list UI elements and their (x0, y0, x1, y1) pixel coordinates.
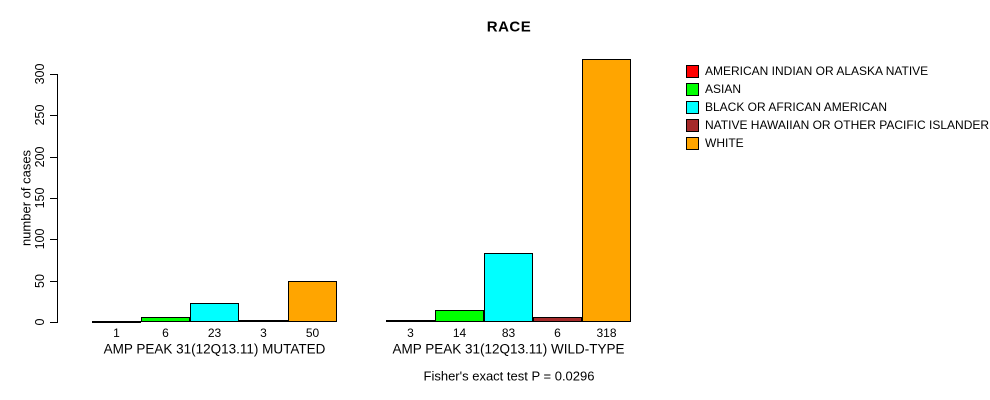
legend-label: BLACK OR AFRICAN AMERICAN (705, 100, 888, 114)
bar-value-label: 83 (501, 326, 516, 340)
legend-label: NATIVE HAWAIIAN OR OTHER PACIFIC ISLANDE… (705, 118, 990, 132)
legend-label: ASIAN (705, 82, 742, 96)
legend-label: WHITE (705, 136, 744, 150)
fisher-test-annotation: Fisher's exact test P = 0.0296 (423, 368, 595, 384)
chart-title: RACE (486, 18, 532, 36)
bar-american-indian-or-alaska-native (386, 320, 435, 322)
y-tick-label: 250 (33, 104, 47, 126)
bar-white (288, 281, 337, 322)
group-label: AMP PEAK 31(12Q13.11) MUTATED (103, 341, 326, 357)
y-tick-mark (50, 239, 57, 240)
legend-label: AMERICAN INDIAN OR ALASKA NATIVE (705, 64, 929, 78)
bar-value-label: 50 (305, 326, 320, 340)
y-axis-line (57, 74, 58, 323)
legend-item: BLACK OR AFRICAN AMERICAN (686, 100, 887, 114)
bar-value-label: 23 (207, 326, 222, 340)
y-tick-mark (50, 157, 57, 158)
bar-value-label: 14 (452, 326, 467, 340)
bar-value-label: 6 (162, 326, 169, 340)
bar-native-hawaiian-or-other-pacific-islander (239, 320, 288, 322)
bar-value-label: 6 (554, 326, 561, 340)
y-tick-mark (50, 115, 57, 116)
legend-swatch (686, 118, 699, 132)
y-tick-label: 0 (33, 318, 47, 326)
y-tick-mark (50, 74, 57, 75)
bar-value-label: 318 (596, 326, 617, 340)
bar-value-label: 1 (113, 326, 120, 340)
bar-american-indian-or-alaska-native (92, 321, 141, 323)
legend-swatch (686, 100, 699, 114)
legend-item: AMERICAN INDIAN OR ALASKA NATIVE (686, 64, 928, 78)
y-tick-label: 200 (33, 146, 47, 168)
bar-value-label: 3 (407, 326, 414, 340)
y-tick-mark (50, 322, 57, 323)
y-axis-label: number of cases (18, 149, 34, 247)
legend-swatch (686, 64, 699, 78)
bar-white (582, 59, 631, 322)
bar-asian (435, 310, 484, 322)
group-label: AMP PEAK 31(12Q13.11) WILD-TYPE (392, 341, 625, 357)
legend-item: WHITE (686, 136, 744, 150)
legend-swatch (686, 136, 699, 150)
y-tick-mark (50, 198, 57, 199)
y-tick-label: 100 (33, 228, 47, 250)
bar-native-hawaiian-or-other-pacific-islander (533, 317, 582, 322)
y-tick-label: 300 (33, 63, 47, 85)
legend-swatch (686, 82, 699, 96)
y-tick-label: 50 (33, 274, 47, 288)
legend-item: NATIVE HAWAIIAN OR OTHER PACIFIC ISLANDE… (686, 118, 989, 132)
y-tick-label: 150 (33, 187, 47, 209)
bar-value-label: 3 (260, 326, 267, 340)
bar-black-or-african-american (190, 303, 239, 322)
bar-asian (141, 317, 190, 322)
bar-black-or-african-american (484, 253, 533, 322)
legend-item: ASIAN (686, 82, 741, 96)
y-tick-mark (50, 281, 57, 282)
